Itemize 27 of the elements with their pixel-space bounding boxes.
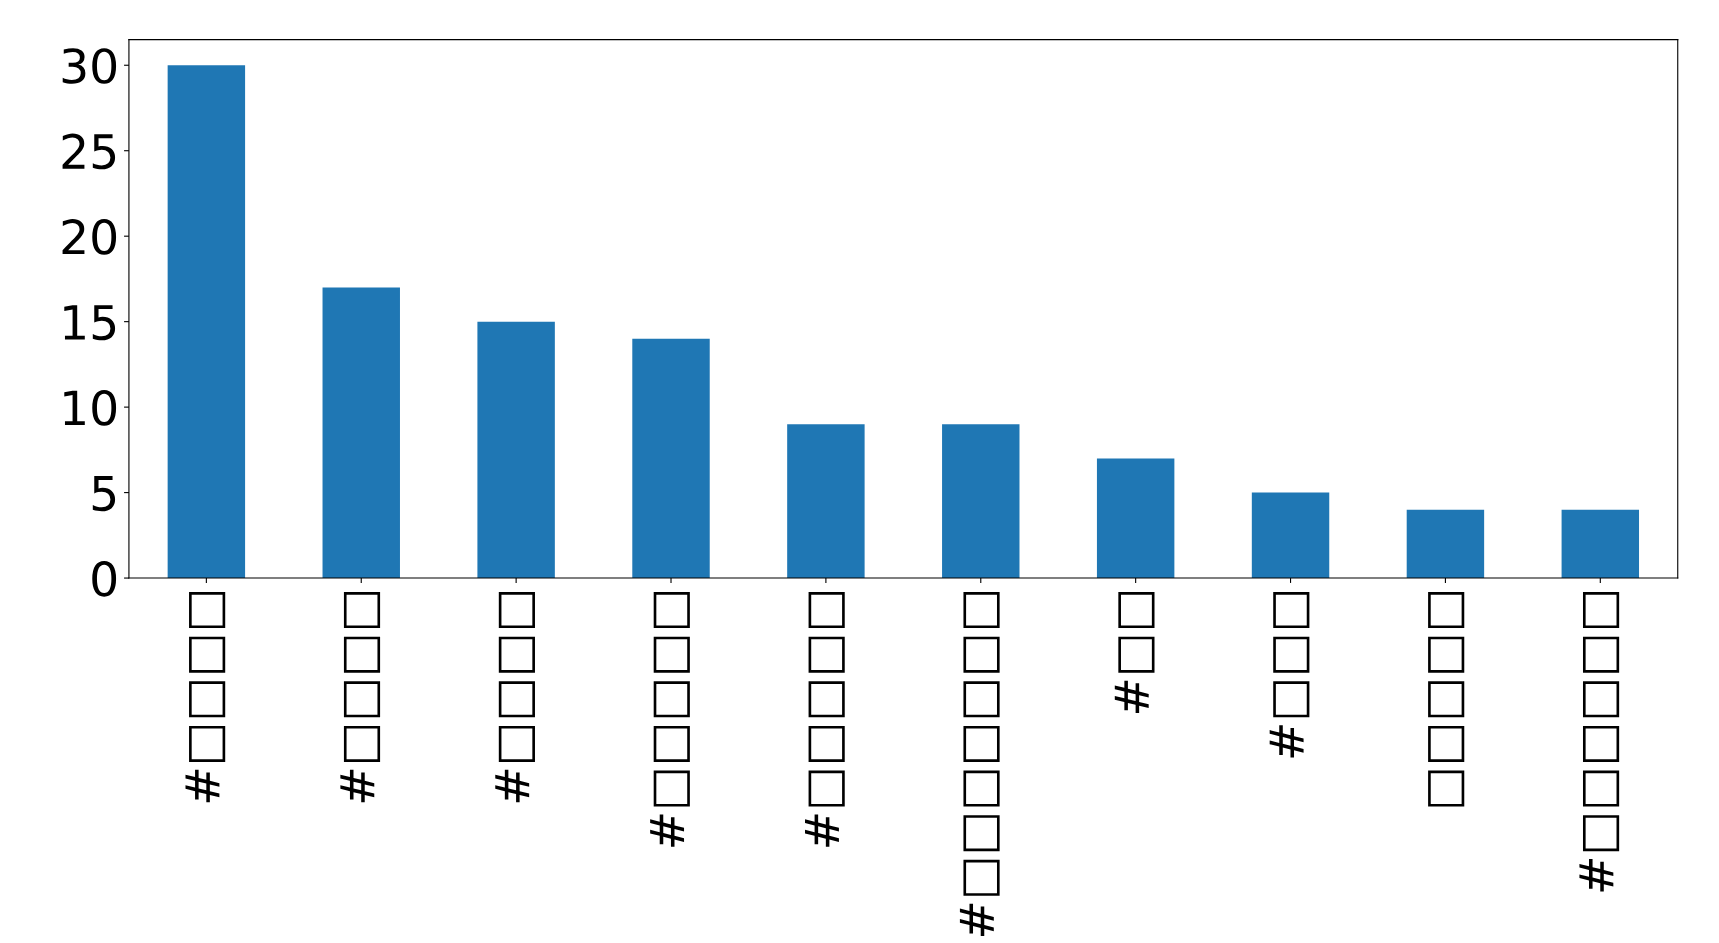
bar	[1096, 458, 1175, 579]
bar	[632, 338, 710, 579]
x-tick-label: #□□□□□	[805, 592, 845, 847]
x-tick-label: #□□□□	[495, 592, 535, 803]
x-tick-label: #□□	[1114, 592, 1155, 713]
bar	[167, 65, 246, 579]
y-tick-label: 0	[92, 560, 117, 597]
y-tick-label: 10	[64, 390, 117, 426]
y-tick-label: 25	[62, 133, 116, 170]
bar	[1251, 492, 1330, 579]
bar	[787, 424, 865, 579]
bar	[1561, 509, 1640, 579]
y-tick-label: 15	[64, 305, 116, 341]
x-tick-label: #□□□□□□□	[959, 592, 1000, 937]
x-tick-label: □□□□□	[1428, 592, 1465, 807]
bar	[322, 287, 400, 579]
y-tick-label: 30	[62, 48, 117, 84]
bar	[942, 424, 1020, 579]
bar	[477, 321, 555, 579]
x-tick-label: #□□□□□□	[1579, 592, 1620, 892]
x-tick-label: #□□□	[1269, 592, 1310, 758]
x-tick-label: #□□□□□	[650, 592, 690, 847]
y-tick-label: 5	[92, 476, 116, 512]
y-tick-label: 20	[62, 219, 117, 255]
x-tick-label: #□□□□	[185, 592, 226, 803]
x-tick-label: #□□□□	[340, 592, 381, 803]
bar	[1406, 509, 1485, 579]
